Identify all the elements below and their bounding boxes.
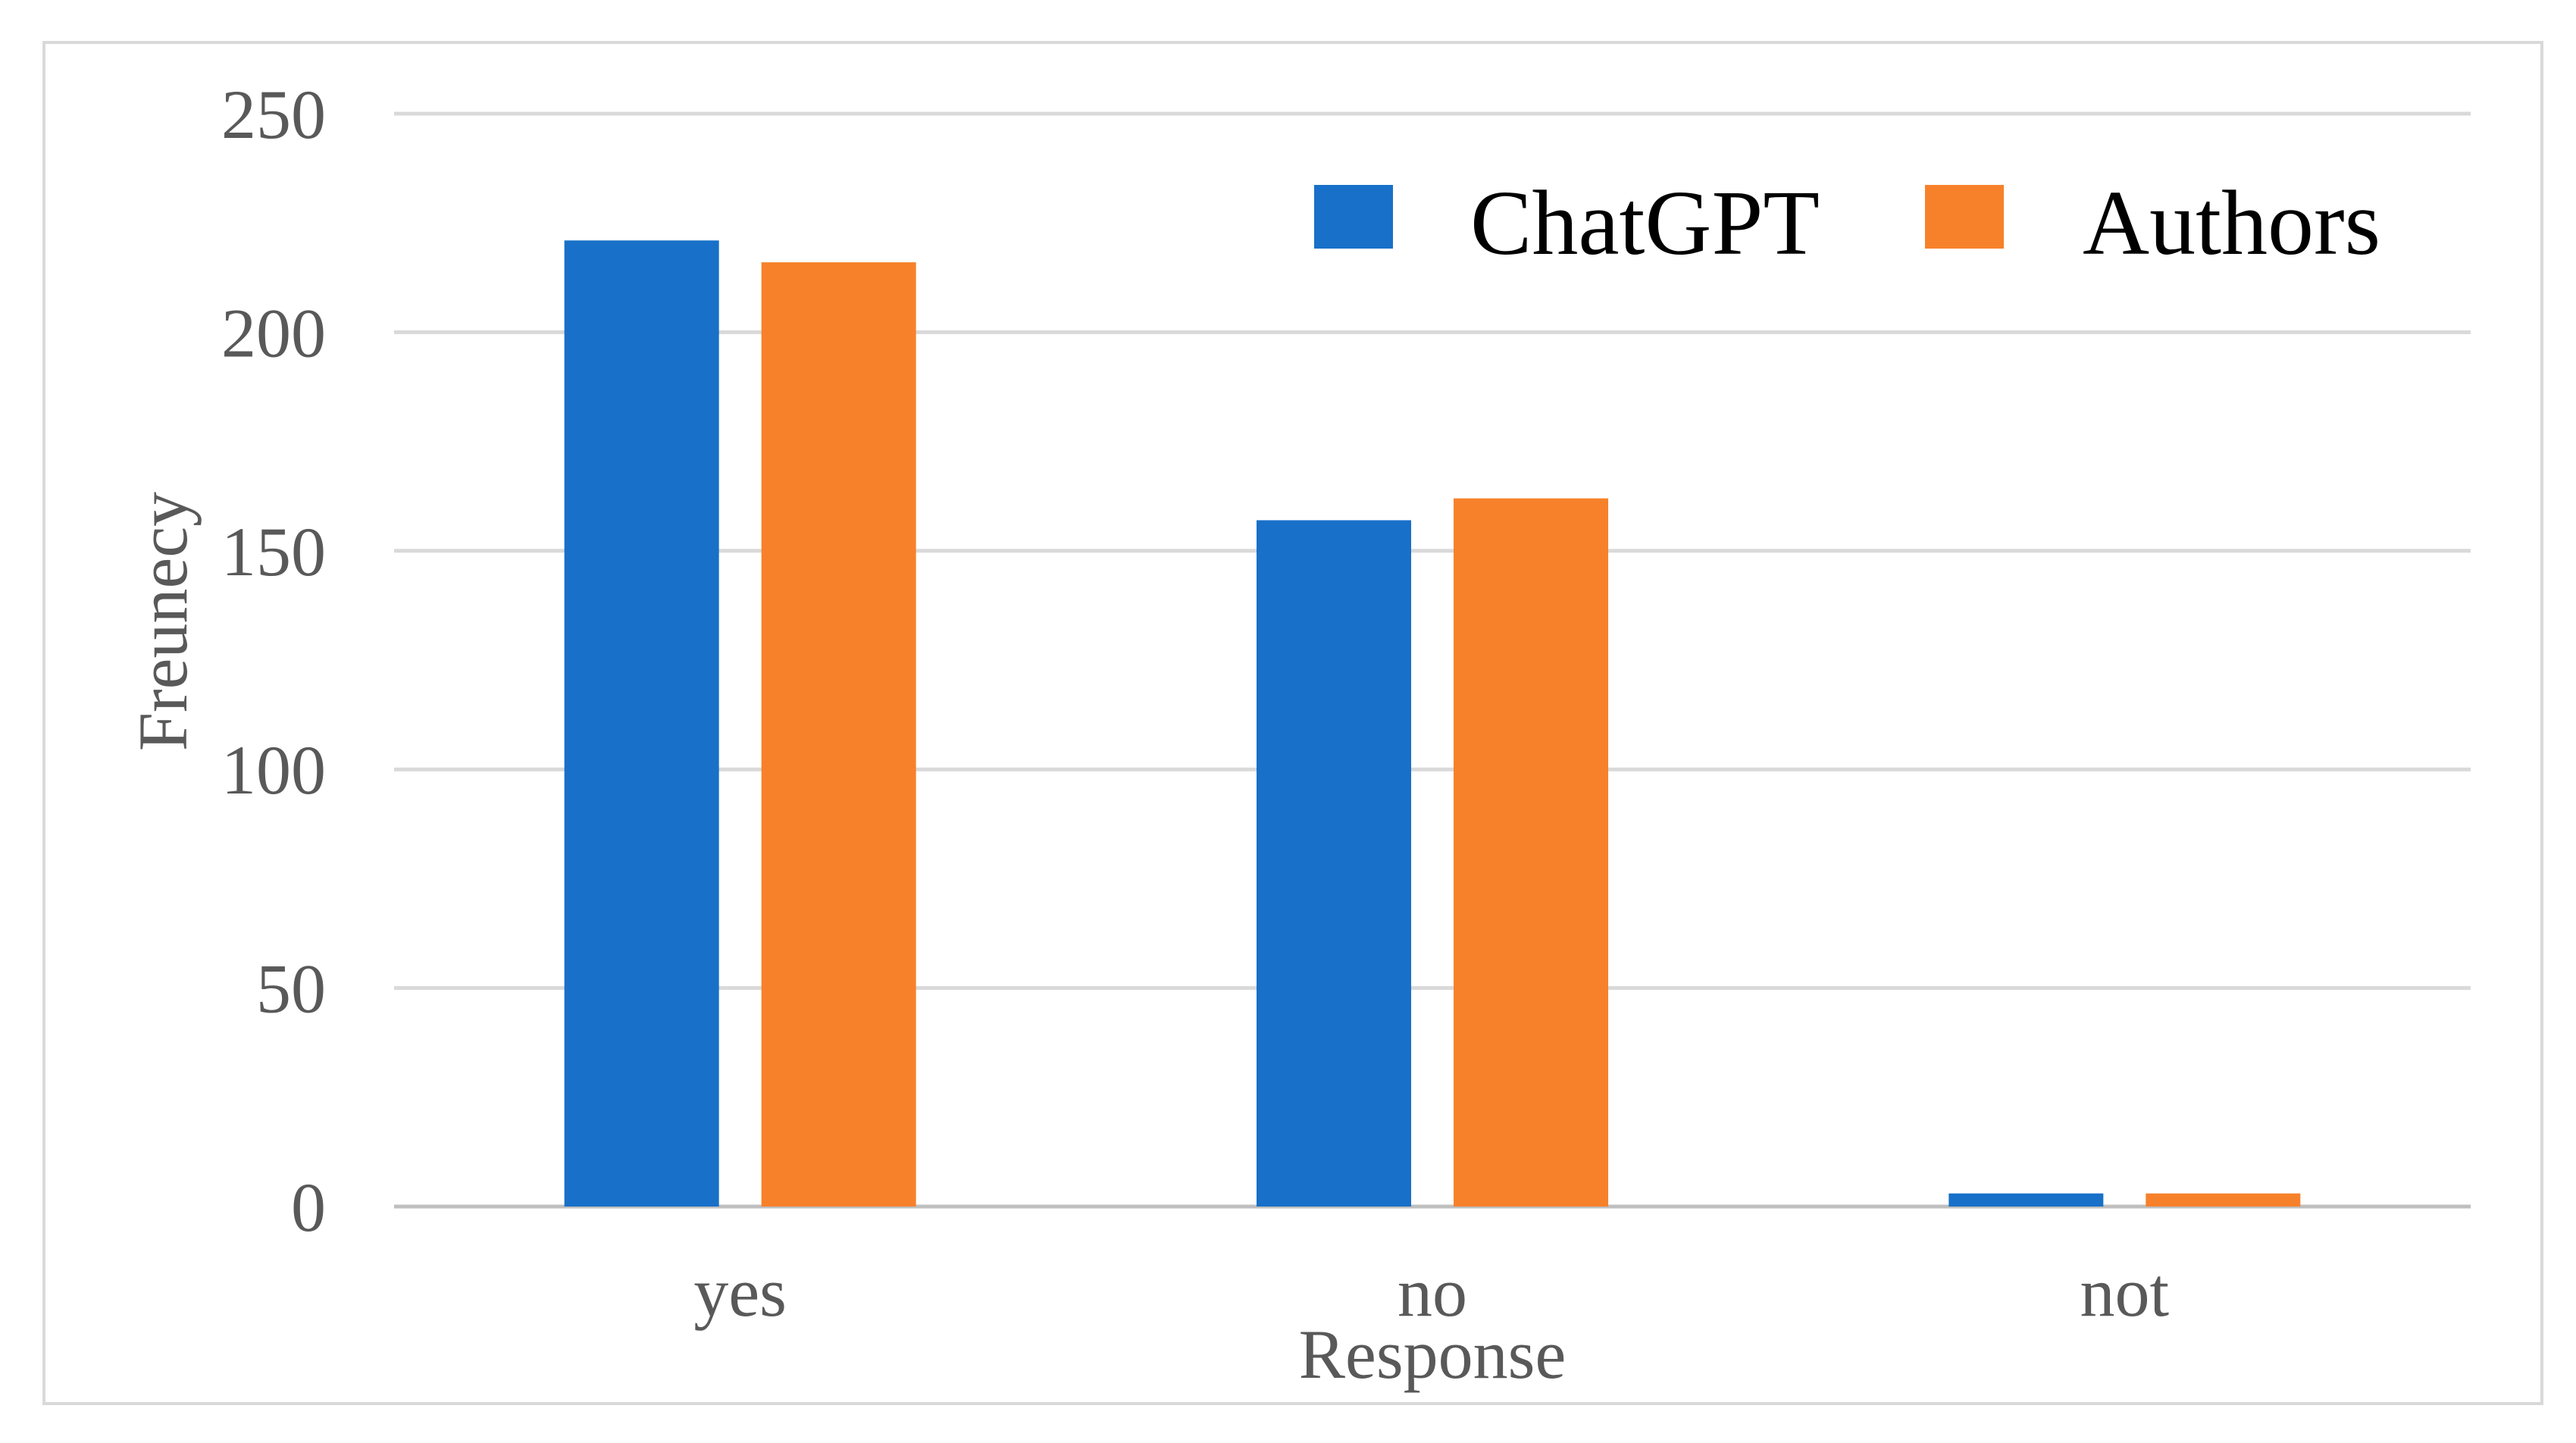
legend-label-authors: Authors: [2083, 172, 2380, 274]
y-tick-label: 200: [221, 294, 326, 371]
bar-chatgpt-no: [1257, 520, 1411, 1207]
gridlines: [394, 111, 2471, 1209]
y-tick-label: 50: [256, 950, 326, 1028]
y-tick-label: 100: [221, 731, 326, 809]
bars: [564, 240, 2301, 1207]
y-tick-label: 250: [221, 76, 326, 153]
legend-swatch-chatgpt: [1314, 185, 1393, 249]
y-tick-labels: 0 50 100 150 200 250: [221, 76, 326, 1246]
y-axis-title: Freunecy: [124, 492, 202, 751]
bar-authors-not: [2146, 1193, 2301, 1207]
x-tick-label: not: [2080, 1254, 2170, 1331]
bar-chatgpt-yes: [564, 240, 719, 1207]
x-tick-label: no: [1398, 1254, 1467, 1331]
legend-label-chatgpt: ChatGPT: [1470, 172, 1820, 274]
x-axis-title: Response: [1299, 1316, 1567, 1393]
bar-chatgpt-not: [1948, 1193, 2104, 1207]
x-tick-label: yes: [693, 1254, 787, 1331]
bar-authors-no: [1454, 498, 1608, 1207]
x-tick-labels: yes no not: [693, 1254, 2169, 1331]
bar-authors-yes: [761, 262, 916, 1207]
y-tick-label: 0: [291, 1169, 326, 1246]
legend: ChatGPT Authors: [1314, 172, 2380, 274]
legend-swatch-authors: [1925, 185, 2004, 249]
y-tick-label: 150: [221, 513, 326, 590]
